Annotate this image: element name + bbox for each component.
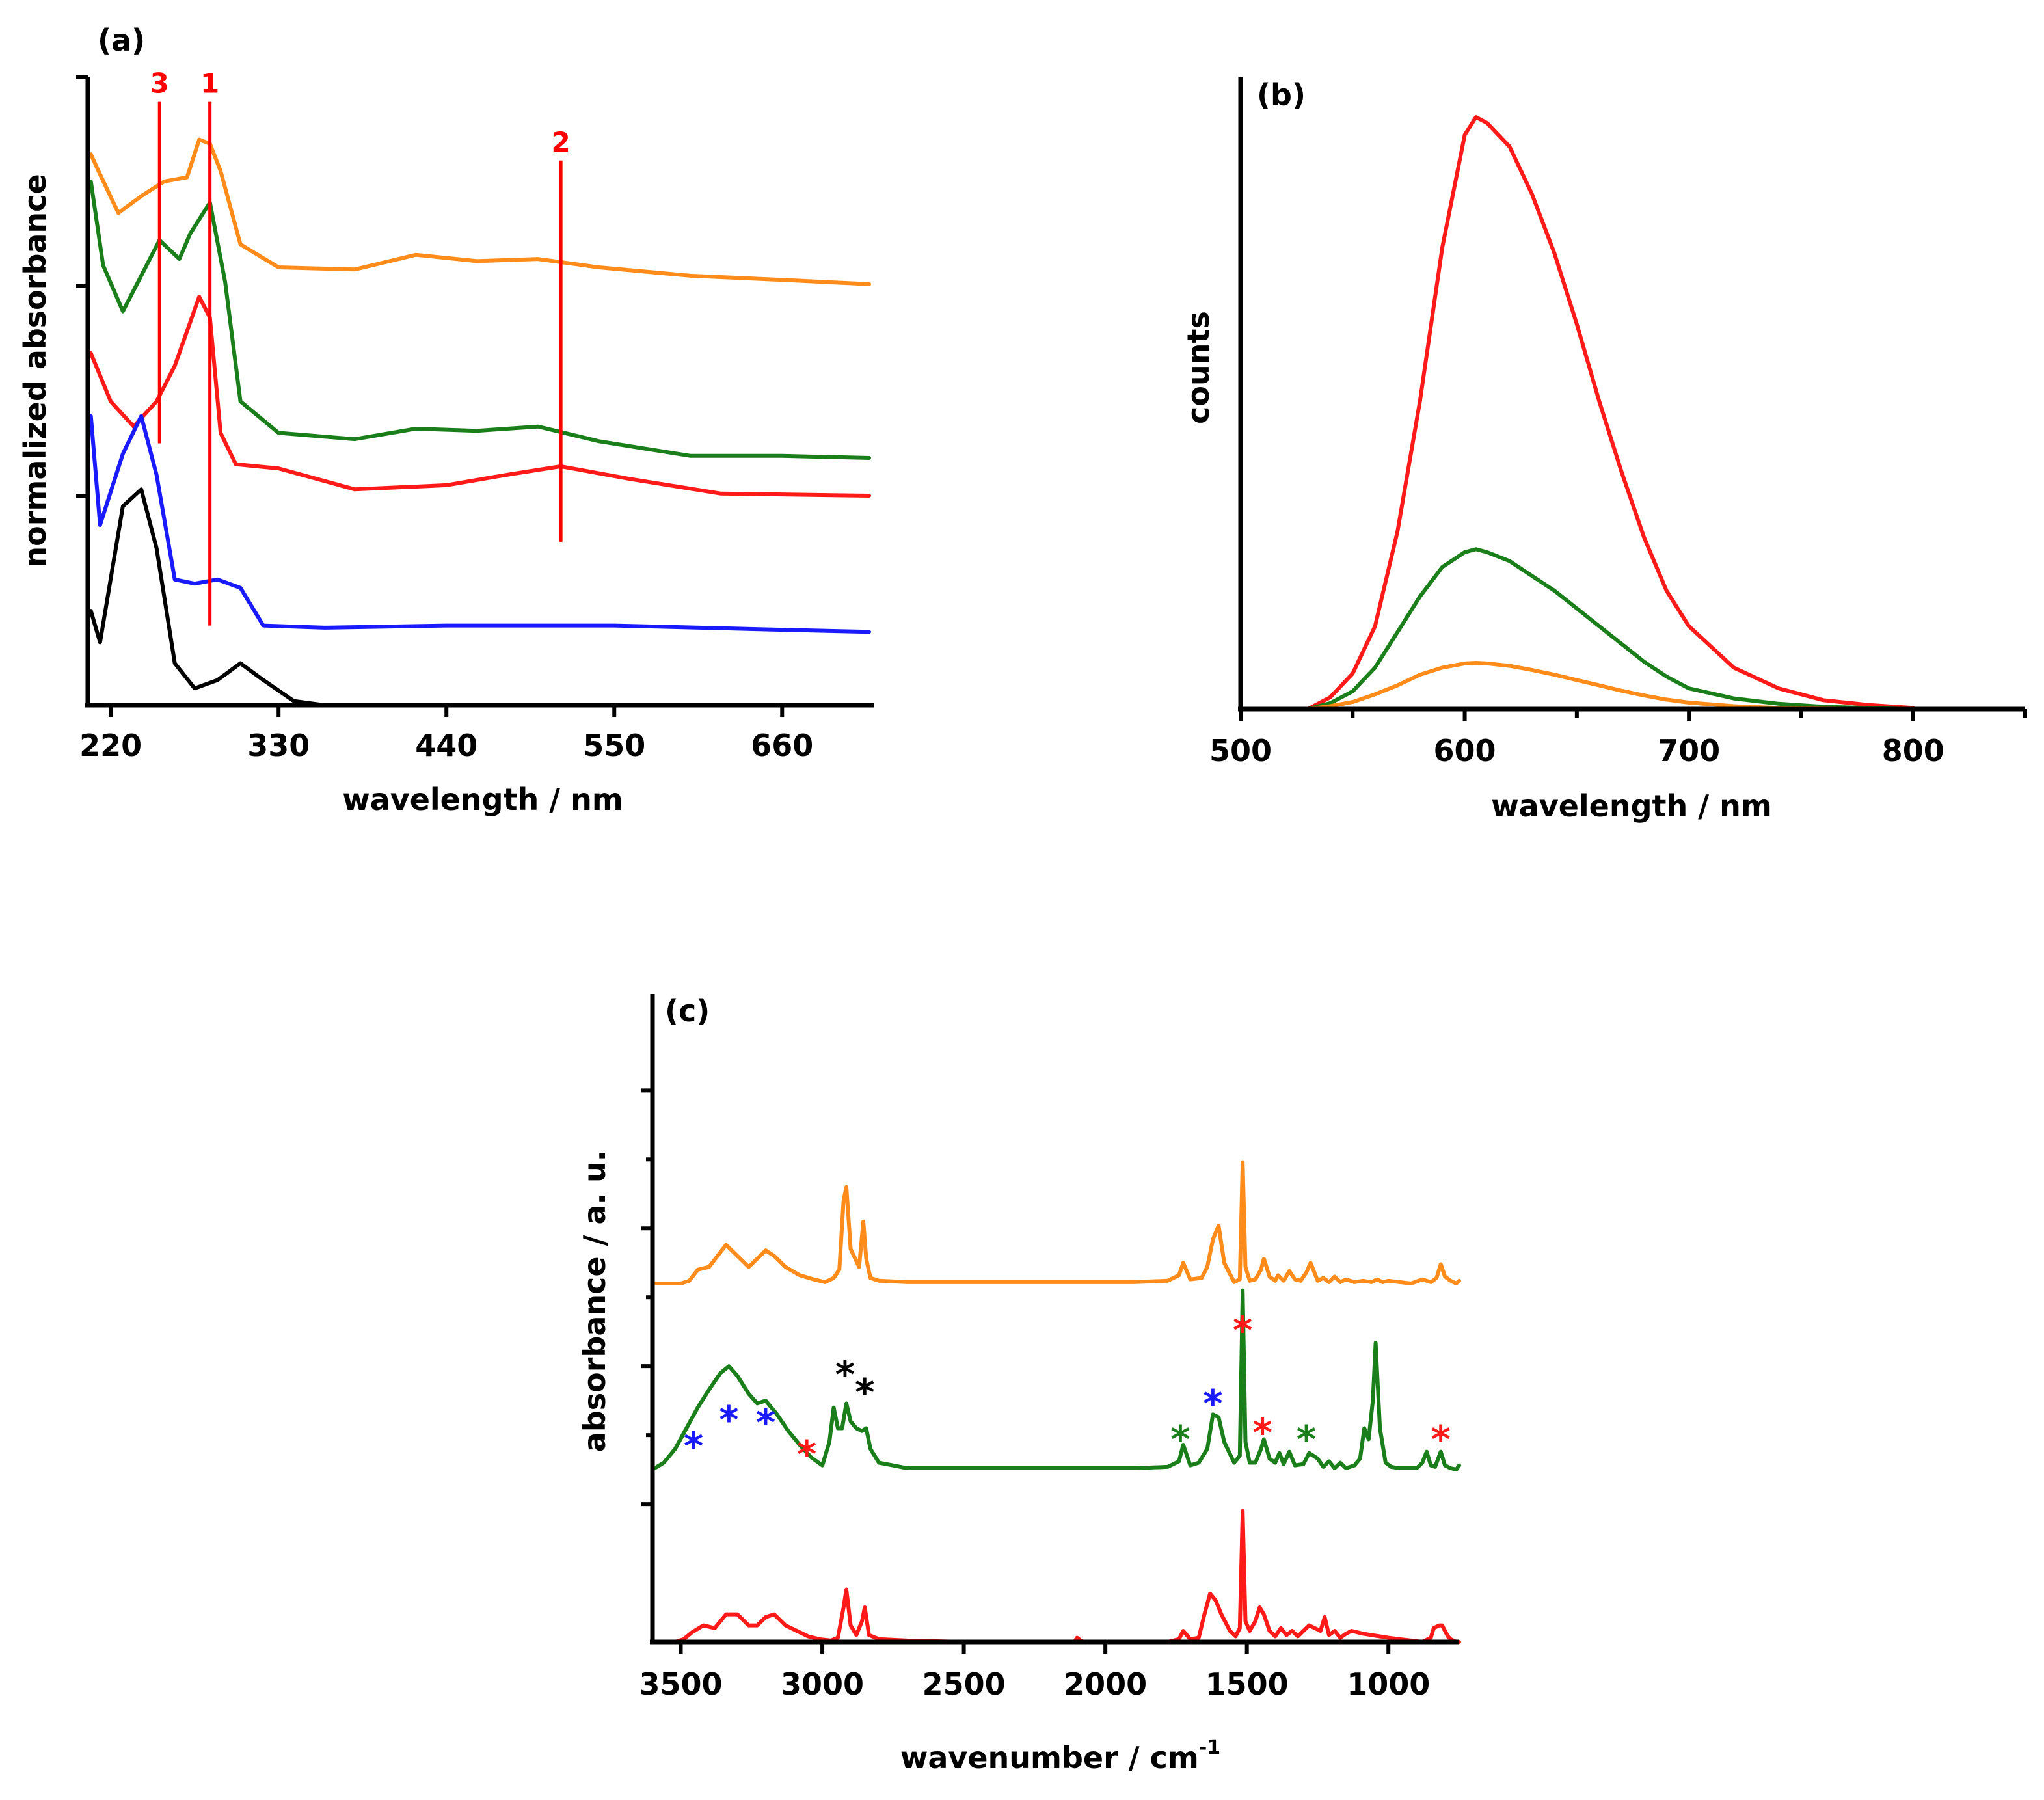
panel-c-x-axis-title-main: wavenumber / cm — [900, 1740, 1199, 1775]
panel-a-marker-label-1: 1 — [200, 68, 219, 100]
panel-c-series-green — [651, 1288, 1461, 1472]
panel-a-x-tick-label: 440 — [415, 728, 477, 763]
panel-a-x-tick-label: 330 — [247, 728, 310, 763]
panel-c-peak-marker-red: * — [797, 1432, 816, 1477]
panel-a-ticks-group: 220 330 440 550 660 — [76, 75, 813, 763]
panel-c-x-tick-label: 3500 — [639, 1667, 722, 1702]
panel-c-label: (c) — [665, 993, 710, 1028]
panel-c-annotations-group: ** *** * *** * * * — [684, 1308, 1451, 1477]
panel-c-series-group — [651, 1160, 1461, 1644]
panel-a-x-tick-label: 220 — [79, 728, 142, 763]
panel-a-series-black — [88, 487, 871, 707]
panel-a-x-tick-label: 660 — [751, 728, 813, 763]
panel-b-series-group — [1306, 115, 1915, 711]
panel-c-peak-marker-blue: * — [719, 1398, 738, 1442]
panel-a-marker-label-3: 3 — [150, 68, 169, 100]
panel-a-y-axis-title: normalized absorbance — [18, 174, 53, 567]
panel-c-peak-marker-blue: * — [756, 1401, 775, 1445]
panel-c-peak-marker-red: * — [1431, 1417, 1451, 1461]
panel-c-x-axis-title: wavenumber / cm-1 — [900, 1736, 1220, 1775]
panel-c-peak-marker-black: * — [835, 1352, 855, 1397]
panel-c-y-axis-title: absorbance / a. u. — [577, 1150, 612, 1452]
panel-c-peak-marker-red: * — [1252, 1410, 1272, 1455]
panel-c-x-tick-label: 3000 — [781, 1667, 864, 1702]
panel-b-label: (b) — [1257, 77, 1306, 113]
panel-b-x-tick-label: 500 — [1209, 733, 1272, 768]
panel-b-series-red — [1306, 115, 1915, 711]
panel-b-series-orange — [1306, 661, 1915, 711]
panel-a-markers-group: 3 1 2 — [150, 68, 571, 626]
panel-a-series-orange — [88, 137, 871, 286]
panel-c-peak-marker-green: * — [1170, 1417, 1190, 1461]
panel-a-label: (a) — [98, 23, 145, 58]
panel-c-x-tick-label: 2000 — [1064, 1667, 1147, 1702]
panel-b-y-axis-title: counts — [1181, 311, 1216, 424]
panel-c-peak-marker-green: * — [1297, 1417, 1316, 1461]
panel-c-x-axis-title-superscript: -1 — [1199, 1736, 1220, 1759]
panel-c-ticks-group: 3500 3000 2500 2000 1500 1000 — [639, 1088, 1430, 1702]
panel-c-peak-marker-red: * — [1233, 1308, 1252, 1352]
panel-b-ticks-group: 500 600 700 800 — [1209, 709, 2027, 768]
panel-b-x-tick-label: 800 — [1882, 733, 1944, 768]
panel-a-x-tick-label: 550 — [583, 728, 645, 763]
panel-a-marker-label-2: 2 — [552, 126, 571, 158]
panel-a-series-blue — [88, 414, 871, 634]
panel-a: (a) 3 12 220 330 440 550 660 wavelength / nm … — [18, 23, 874, 817]
panel-c-series-orange — [651, 1160, 1461, 1285]
panel-b-series-green — [1306, 547, 1915, 711]
panel-b: (b) 500 600 700 800 wavelength / nm counts — [1181, 77, 2027, 824]
panel-a-series-group — [88, 137, 871, 707]
panel-c-peak-marker-black: * — [855, 1370, 874, 1414]
panel-a-x-axis-title: wavelength / nm — [342, 782, 623, 817]
panel-b-x-axis-title: wavelength / nm — [1491, 788, 1772, 824]
panel-c-x-tick-label: 1000 — [1347, 1667, 1430, 1702]
panel-b-x-tick-label: 700 — [1658, 733, 1720, 768]
panel-c: (c) ** *** * *** * * * 3500 3000 2500 2000 1500 100… — [577, 993, 1461, 1775]
panel-c-peak-marker-blue: * — [1203, 1381, 1222, 1425]
panel-c-peak-marker-blue: * — [684, 1424, 703, 1468]
panel-a-series-red — [88, 295, 871, 498]
panel-a-series-green — [88, 180, 871, 460]
panel-b-x-tick-label: 600 — [1434, 733, 1496, 768]
panel-c-x-tick-label: 2500 — [922, 1667, 1006, 1702]
panel-c-x-tick-label: 1500 — [1205, 1667, 1289, 1702]
panel-c-series-red — [651, 1509, 1461, 1644]
